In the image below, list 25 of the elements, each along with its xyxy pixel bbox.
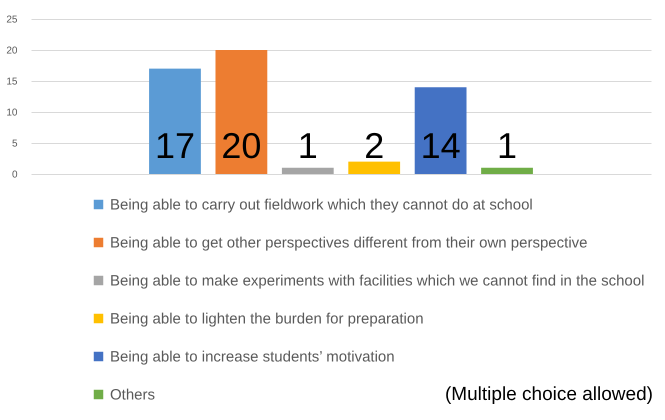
y-tick-label: 5 [12,138,18,150]
legend-label: Being able to get other perspectives different from their own perspective [110,234,588,252]
bar [282,168,334,174]
data-label: 1 [497,125,518,166]
text: (Multiple choice allowed) [444,384,653,406]
data-label: 17 [154,125,195,166]
y-tick-label: 25 [6,14,18,26]
y-tick-label: 10 [6,108,18,118]
legend-label: Others [110,386,156,404]
legend-label: Being able to carry out fieldwork which they cannot do at school [110,196,533,214]
data-label: 2 [364,125,384,166]
legend-label: Being able to increase students’ motivation [110,348,395,366]
legend-label: Being able to make experiments with facilities which we cannot find in the school [110,272,644,290]
bar [348,162,400,174]
bar [481,168,533,174]
bar [414,87,467,174]
data-label: 14 [420,125,461,166]
bar [149,68,201,174]
y-tick-label: 0 [12,170,18,180]
legend-label: Being able to lighten the burden for preparation [110,310,424,328]
data-label: 20 [221,125,262,166]
y-tick-label: 20 [6,46,18,56]
data-label: 1 [298,125,318,166]
y-tick-label: 15 [6,76,18,88]
bar [215,50,268,174]
